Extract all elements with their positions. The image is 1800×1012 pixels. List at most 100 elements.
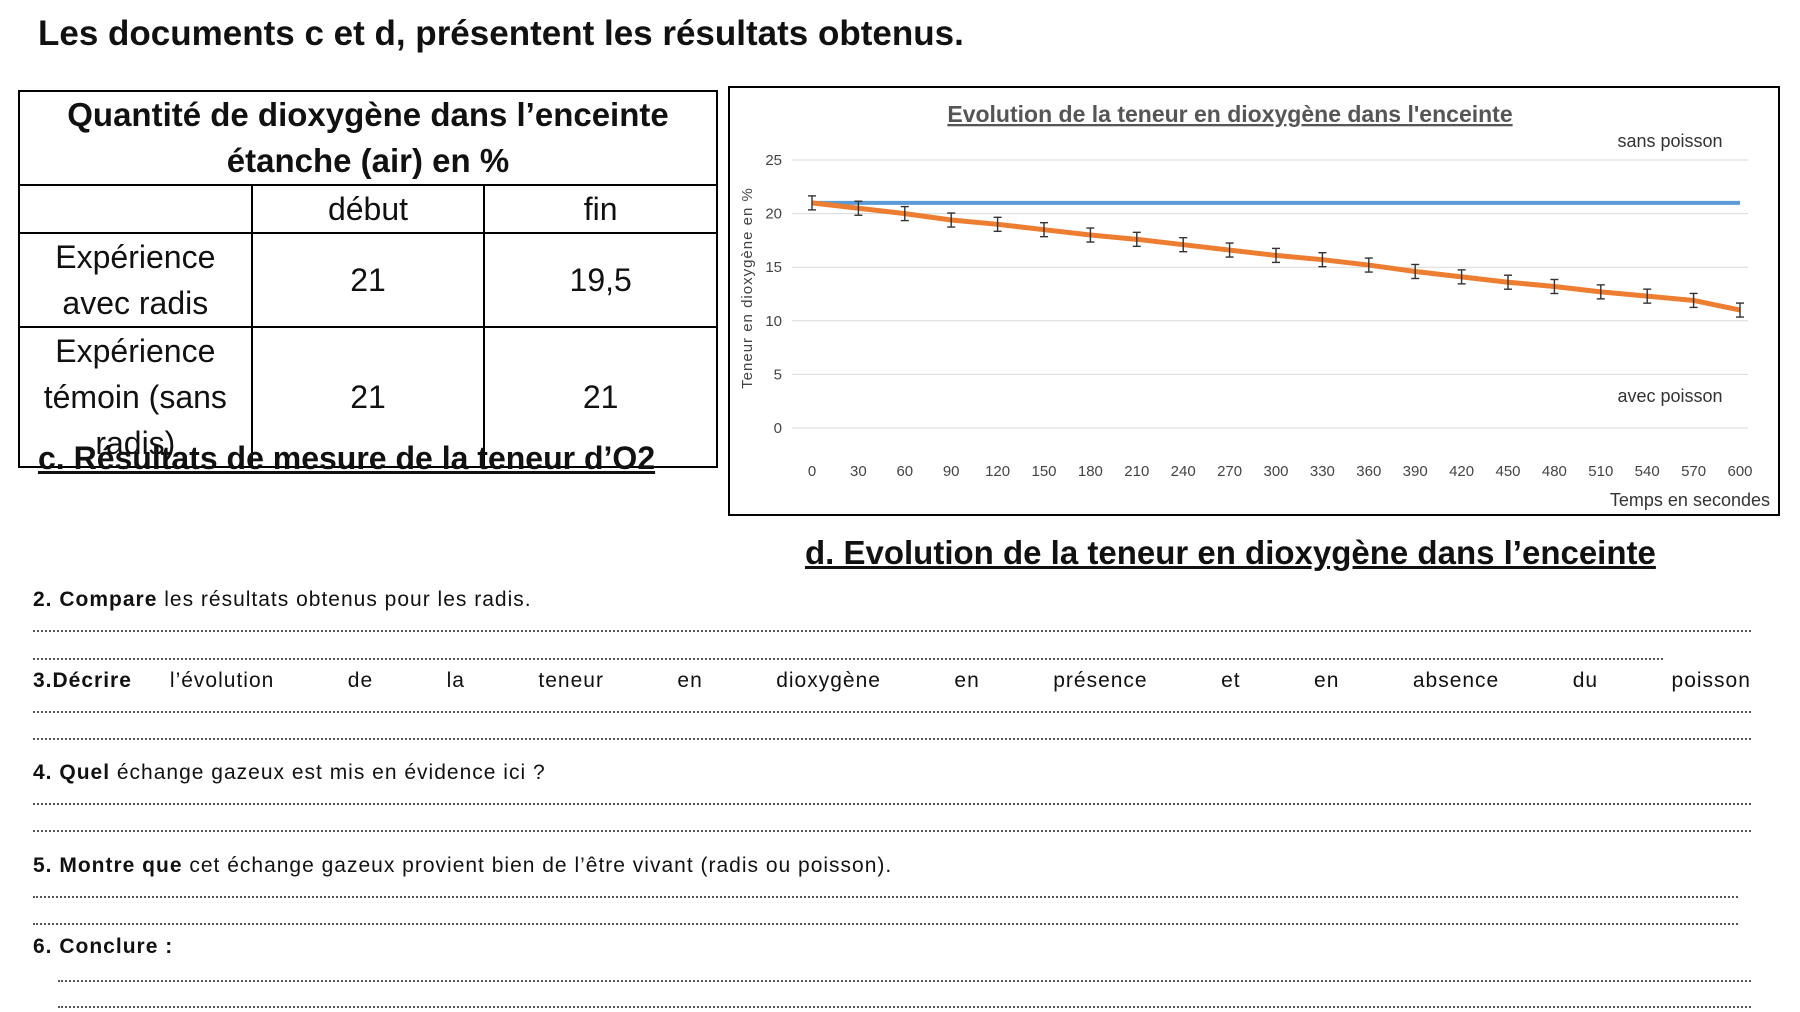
answer-line[interactable] — [33, 630, 1751, 632]
legend-avec-poisson: avec poisson — [1617, 386, 1722, 406]
error-bar — [1040, 221, 1048, 238]
x-tick-label: 540 — [1635, 463, 1660, 480]
oxygen-chart: 0 5 10 15 20 25 0 30 60 90 120 150 180 210 240 270 300 3… — [728, 86, 1780, 516]
question-number: 2. — [33, 588, 53, 611]
answer-line[interactable] — [33, 923, 1738, 925]
question-word: du — [1572, 669, 1599, 692]
answer-line[interactable] — [33, 658, 1663, 660]
question-text: les résultats obtenus pour les radis. — [157, 588, 532, 611]
error-bar — [947, 212, 956, 228]
error-bar — [1411, 263, 1420, 280]
cell-fin: 19,5 — [483, 232, 718, 328]
error-bar — [1179, 236, 1188, 253]
x-tick-label: 210 — [1124, 463, 1149, 480]
error-bar — [1689, 292, 1698, 309]
caption-d: d. Evolution de la teneur en dioxygène d… — [805, 534, 1656, 571]
question-word: dioxygène — [776, 669, 881, 692]
row-label: Expérience témoin (sans radis) — [18, 326, 253, 468]
question-2: 2. Compare les résultats obtenus pour le… — [33, 588, 532, 612]
answer-line[interactable] — [58, 1006, 1751, 1008]
x-tick-labels: 0 30 60 90 120 150 180 210 240 270 300 330 360 390 420… — [808, 463, 1753, 480]
x-tick-label: 300 — [1263, 463, 1288, 480]
question-3: 3. Décrire l’évolution de la teneur en dioxyg… — [33, 669, 1751, 693]
y-tick-label: 25 — [765, 152, 782, 169]
x-tick-label: 600 — [1727, 463, 1752, 480]
row-label: Expérience avec radis — [18, 232, 253, 328]
y-tick-label: 20 — [765, 206, 782, 223]
error-bar — [1457, 269, 1466, 285]
question-word: en — [954, 669, 980, 692]
question-word: et — [1221, 669, 1241, 692]
error-bar — [1318, 251, 1327, 268]
answer-line[interactable] — [33, 711, 1751, 713]
question-word: en — [1314, 669, 1340, 692]
chart-series — [808, 195, 1744, 318]
error-bar — [854, 200, 863, 216]
col-header-fin: fin — [483, 184, 718, 234]
y-tick-labels: 0 5 10 15 20 25 — [765, 152, 782, 437]
x-tick-label: 510 — [1588, 463, 1613, 480]
question-number: 3. — [33, 669, 53, 692]
question-word: poisson — [1671, 669, 1751, 692]
question-text: cet échange gazeux provient bien de l’êt… — [182, 854, 893, 877]
x-tick-label: 180 — [1078, 463, 1103, 480]
question-number: 5. — [33, 854, 53, 877]
y-tick-label: 0 — [774, 420, 782, 437]
x-tick-label: 120 — [985, 463, 1010, 480]
x-tick-label: 60 — [896, 463, 913, 480]
x-tick-label: 360 — [1356, 463, 1381, 480]
x-tick-label: 390 — [1403, 463, 1428, 480]
error-bar — [1225, 242, 1234, 258]
answer-line[interactable] — [33, 896, 1738, 898]
error-bar — [1132, 231, 1141, 248]
table-title: Quantité de dioxygène dans l’enceinte ét… — [18, 90, 718, 186]
error-bar — [1550, 278, 1559, 295]
results-table: Quantité de dioxygène dans l’enceinte ét… — [18, 90, 718, 468]
x-axis-label: Temps en secondes — [1610, 490, 1770, 510]
error-bar — [1596, 284, 1605, 300]
question-word: de — [347, 669, 374, 692]
y-tick-label: 5 — [774, 366, 782, 383]
x-tick-label: 30 — [850, 463, 867, 480]
question-verb: Conclure : — [59, 935, 174, 958]
error-bar — [1272, 247, 1280, 264]
y-tick-label: 10 — [765, 313, 782, 330]
answer-line[interactable] — [33, 738, 1751, 740]
question-word: absence — [1412, 669, 1500, 692]
question-verb: Décrire — [52, 669, 132, 692]
page-heading: Les documents c et d, présentent les rés… — [38, 14, 964, 53]
cell-debut: 21 — [250, 326, 486, 468]
error-bar — [1504, 274, 1512, 290]
caption-c: c. Résultats de mesure de la teneur d’O2 — [38, 440, 656, 476]
cell-debut: 21 — [250, 232, 486, 328]
question-5: 5. Montre que cet échange gazeux provien… — [33, 854, 892, 878]
x-tick-label: 240 — [1171, 463, 1196, 480]
x-tick-label: 270 — [1217, 463, 1242, 480]
error-bar — [808, 195, 816, 211]
y-tick-label: 15 — [765, 259, 782, 276]
x-tick-label: 90 — [943, 463, 960, 480]
answer-line[interactable] — [33, 830, 1751, 832]
x-tick-label: 480 — [1542, 463, 1567, 480]
error-bar — [1736, 302, 1744, 318]
question-word: présence — [1053, 669, 1148, 692]
question-6: 6. Conclure : — [33, 935, 173, 959]
table-empty-cell — [18, 184, 253, 234]
legend-sans-poisson: sans poisson — [1617, 131, 1722, 151]
question-verb: Compare — [59, 588, 158, 611]
question-4: 4. Quel échange gazeux est mis en éviden… — [33, 761, 546, 785]
x-tick-label: 420 — [1449, 463, 1474, 480]
error-bar — [1643, 288, 1652, 304]
question-word: l’évolution — [169, 669, 275, 692]
table-row: Expérience avec radis 21 19,5 — [18, 232, 718, 328]
error-bar — [993, 216, 1002, 233]
x-tick-label: 330 — [1310, 463, 1335, 480]
question-verb: Montre que — [59, 854, 183, 877]
question-text: l’évolution de la teneur en dioxygène en présen… — [170, 669, 1751, 693]
col-header-debut: début — [250, 184, 486, 234]
error-bar — [1086, 227, 1095, 243]
answer-line[interactable] — [58, 980, 1751, 982]
answer-line[interactable] — [33, 803, 1751, 805]
table-row: Expérience témoin (sans radis) 21 21 — [18, 326, 718, 468]
